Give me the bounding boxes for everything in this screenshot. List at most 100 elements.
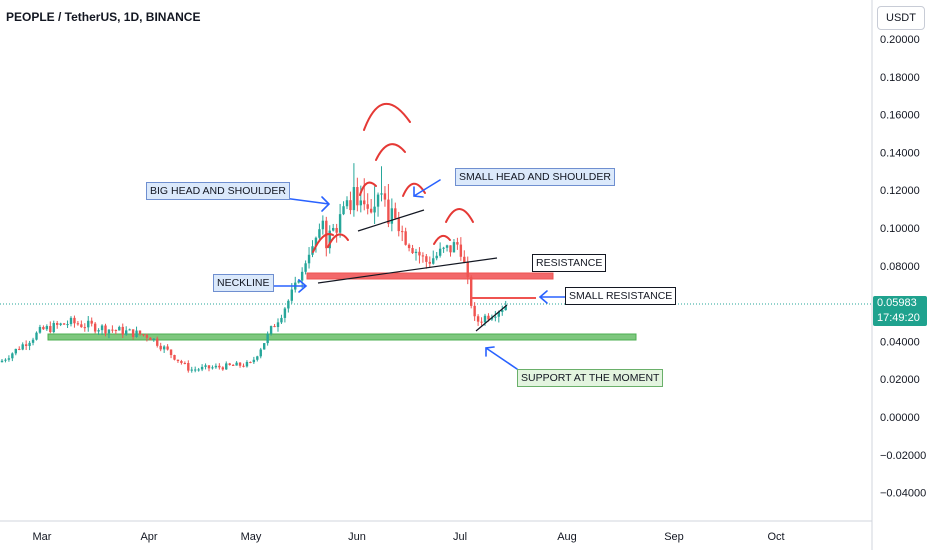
candle-body <box>128 329 131 331</box>
candle-body <box>42 326 45 330</box>
candle-body <box>432 258 435 264</box>
candle-body <box>311 246 314 255</box>
candle-body <box>69 317 73 325</box>
currency-button[interactable]: USDT <box>877 6 925 30</box>
candle-body <box>59 323 62 325</box>
candle-body <box>383 193 387 200</box>
candle-body <box>145 334 149 338</box>
time-tick-label: Sep <box>664 531 684 543</box>
candle-body <box>235 362 238 366</box>
candle-body <box>401 231 404 233</box>
candle-body <box>266 333 269 344</box>
candle-body <box>263 343 266 350</box>
candle-body <box>321 220 325 230</box>
small-head-curve <box>375 143 406 161</box>
candle-body <box>221 367 224 370</box>
resistance-zone[interactable] <box>306 272 554 280</box>
candle-body <box>404 231 407 245</box>
head-curve <box>363 103 411 131</box>
small-hs-neckline[interactable] <box>357 209 425 232</box>
small-left-shoulder-curve <box>359 181 377 196</box>
candle-body <box>11 353 14 359</box>
note-neckline[interactable]: NECKLINE <box>213 274 274 292</box>
candle-body <box>397 218 400 232</box>
candle-body <box>338 214 342 233</box>
candle-body <box>456 242 459 245</box>
candle-body <box>394 208 397 219</box>
price-tick-label: 0.10000 <box>880 223 920 235</box>
candle-body <box>211 367 214 369</box>
last-price-value: 0.05983 <box>877 297 917 309</box>
candle-body <box>142 334 145 336</box>
candle-body <box>231 364 235 366</box>
candle-body <box>463 256 466 263</box>
candle-body <box>504 306 507 311</box>
note-big-head-and-shoulder[interactable]: BIG HEAD AND SHOULDER <box>146 182 290 200</box>
candle-body <box>56 323 59 325</box>
note-support[interactable]: SUPPORT AT THE MOMENT <box>517 369 664 387</box>
candle-body <box>290 289 293 301</box>
candle-body <box>345 200 349 207</box>
candle-body <box>480 321 483 323</box>
time-tick-label: Mar <box>33 531 52 543</box>
candle-body <box>307 254 311 264</box>
candle-body <box>21 344 24 350</box>
price-tick-label: 0.12000 <box>880 185 920 197</box>
candle-body <box>228 363 231 365</box>
candle-body <box>24 344 28 346</box>
arrow-small-hs <box>413 179 441 198</box>
candle-body <box>473 305 476 317</box>
candle-body <box>373 206 376 213</box>
candle-body <box>52 323 55 333</box>
candle-body <box>390 208 394 224</box>
candle-body <box>466 262 469 278</box>
candle-body <box>187 363 190 371</box>
candle-body <box>31 339 35 343</box>
time-tick-label: Apr <box>140 531 157 543</box>
candle-body <box>332 227 335 231</box>
candle-body <box>166 346 169 350</box>
candle-body <box>314 237 318 247</box>
note-small-head-and-shoulder[interactable]: SMALL HEAD AND SHOULDER <box>455 168 615 186</box>
left-shoulder-curve-2 <box>327 233 349 248</box>
candle-body <box>125 330 128 335</box>
candle-body <box>269 326 273 334</box>
neckline-line[interactable] <box>317 257 498 284</box>
candle-body <box>387 199 390 224</box>
price-axis[interactable]: 0.20000 0.18000 0.16000 0.14000 0.12000 0.100… <box>880 34 926 500</box>
candle-body <box>100 325 104 331</box>
candle-body <box>442 247 445 249</box>
price-tick-label: 0.08000 <box>880 261 920 273</box>
candle-body <box>425 256 428 262</box>
note-small-resistance[interactable]: SMALL RESISTANCE <box>565 287 677 305</box>
candle-body <box>190 369 193 371</box>
candle-body <box>131 329 135 337</box>
candle-body <box>411 248 414 254</box>
candle-body <box>194 369 197 371</box>
candle-body <box>118 326 121 331</box>
candle-body <box>380 193 383 195</box>
triangle-lower-line[interactable] <box>475 304 508 332</box>
candle-body <box>438 248 442 256</box>
candle-body <box>225 363 228 370</box>
time-tick-label: Oct <box>767 531 784 543</box>
price-tick-label: 0.14000 <box>880 147 920 159</box>
candle-body <box>459 244 463 257</box>
time-axis[interactable]: Mar Apr May Jun Jul Aug Sep Oct <box>33 531 785 543</box>
note-resistance[interactable]: RESISTANCE <box>532 254 607 272</box>
candle-body <box>204 365 207 367</box>
price-tick-label: 0.00000 <box>880 412 920 424</box>
support-zone[interactable] <box>47 333 637 341</box>
price-tick-label: 0.18000 <box>880 72 920 84</box>
chart-title: PEOPLE / TetherUS, 1D, BINANCE <box>6 10 201 24</box>
candle-body <box>83 327 86 329</box>
bar-countdown: 17:49:20 <box>877 312 920 324</box>
candle-body <box>176 359 180 362</box>
price-tick-label: 0.02000 <box>880 374 920 386</box>
candle-body <box>328 230 331 249</box>
candles <box>0 163 507 373</box>
candle-body <box>35 332 38 340</box>
candle-body <box>114 330 118 332</box>
candle-body <box>107 329 111 334</box>
